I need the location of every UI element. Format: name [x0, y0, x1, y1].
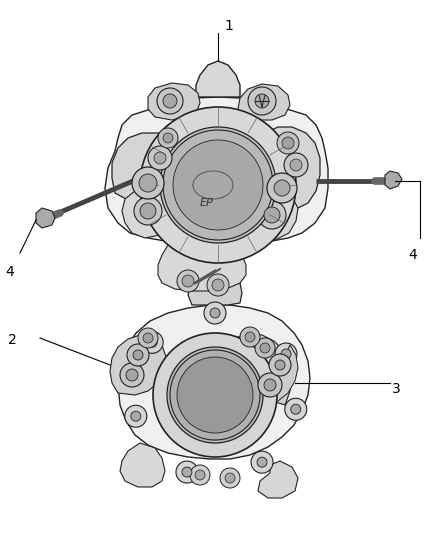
Polygon shape: [158, 244, 246, 291]
Circle shape: [147, 337, 157, 348]
Circle shape: [163, 133, 173, 143]
Circle shape: [225, 473, 235, 483]
Circle shape: [125, 405, 147, 427]
Circle shape: [291, 404, 301, 414]
Circle shape: [258, 201, 286, 229]
Circle shape: [120, 363, 144, 387]
Circle shape: [277, 132, 299, 154]
Circle shape: [264, 379, 276, 391]
Circle shape: [267, 173, 297, 203]
Polygon shape: [232, 333, 292, 405]
Circle shape: [163, 130, 273, 240]
Circle shape: [177, 270, 199, 292]
Polygon shape: [110, 335, 166, 395]
Text: EP: EP: [200, 198, 214, 208]
Polygon shape: [252, 345, 298, 405]
Circle shape: [127, 344, 149, 366]
Circle shape: [163, 94, 177, 108]
Circle shape: [275, 360, 285, 370]
Circle shape: [139, 174, 157, 192]
Polygon shape: [196, 61, 240, 97]
Polygon shape: [238, 84, 290, 120]
Circle shape: [281, 349, 291, 359]
Circle shape: [157, 88, 183, 114]
Text: 2: 2: [8, 333, 17, 347]
Circle shape: [245, 332, 255, 342]
Circle shape: [140, 203, 156, 219]
Circle shape: [212, 279, 224, 291]
Polygon shape: [118, 305, 310, 459]
Circle shape: [176, 461, 198, 483]
Circle shape: [143, 333, 153, 343]
Circle shape: [251, 451, 273, 473]
Circle shape: [158, 128, 178, 148]
Circle shape: [138, 328, 158, 348]
Circle shape: [275, 343, 297, 365]
Circle shape: [260, 343, 270, 353]
Circle shape: [204, 302, 226, 324]
Circle shape: [182, 275, 194, 287]
Circle shape: [282, 137, 294, 149]
Circle shape: [132, 167, 164, 199]
Circle shape: [148, 146, 172, 170]
Circle shape: [257, 457, 267, 467]
Polygon shape: [112, 133, 183, 207]
Circle shape: [255, 94, 269, 108]
Circle shape: [173, 140, 263, 230]
Text: 1: 1: [224, 19, 233, 33]
Circle shape: [195, 470, 205, 480]
Circle shape: [290, 159, 302, 171]
Polygon shape: [36, 208, 55, 228]
Circle shape: [126, 369, 138, 381]
Circle shape: [210, 308, 220, 318]
Circle shape: [284, 153, 308, 177]
Circle shape: [154, 152, 166, 164]
Polygon shape: [246, 127, 320, 211]
Polygon shape: [122, 187, 175, 238]
Circle shape: [220, 468, 240, 488]
Polygon shape: [188, 273, 242, 305]
Circle shape: [258, 373, 282, 397]
Text: 4: 4: [5, 265, 14, 279]
Circle shape: [285, 398, 307, 420]
Polygon shape: [148, 83, 200, 120]
Circle shape: [160, 127, 276, 243]
Circle shape: [167, 347, 263, 443]
Circle shape: [207, 274, 229, 296]
Polygon shape: [120, 443, 165, 487]
Circle shape: [255, 338, 275, 358]
Circle shape: [134, 197, 162, 225]
Text: 3: 3: [392, 382, 401, 396]
Circle shape: [133, 350, 143, 360]
Circle shape: [131, 411, 141, 421]
Circle shape: [177, 357, 253, 433]
Circle shape: [190, 465, 210, 485]
Text: 4: 4: [408, 248, 417, 262]
Polygon shape: [105, 97, 328, 245]
Circle shape: [141, 332, 163, 353]
Circle shape: [182, 467, 192, 477]
Circle shape: [153, 333, 277, 457]
Polygon shape: [135, 112, 298, 237]
Circle shape: [274, 180, 290, 196]
Circle shape: [264, 207, 280, 223]
Circle shape: [248, 87, 276, 115]
Circle shape: [140, 107, 296, 263]
Circle shape: [240, 327, 260, 347]
Polygon shape: [258, 461, 298, 498]
Polygon shape: [385, 171, 402, 189]
Polygon shape: [245, 191, 298, 240]
Circle shape: [170, 350, 260, 440]
Circle shape: [269, 354, 291, 376]
